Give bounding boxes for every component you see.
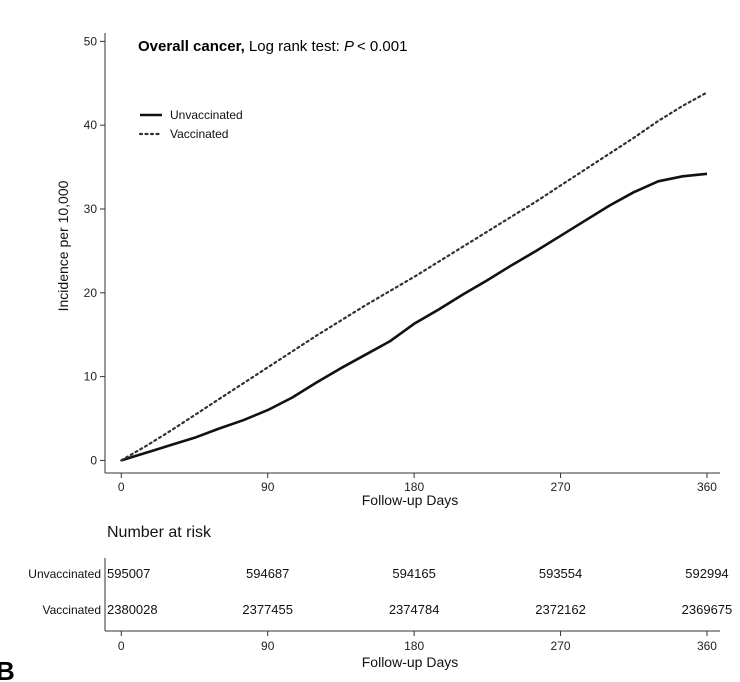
risk-x-tick-label: 180	[404, 639, 424, 653]
x-axis-title: Follow-up Days	[362, 492, 458, 508]
y-axis-title: Incidence per 10,000	[55, 180, 71, 311]
risk-table-heading: Number at risk	[107, 524, 212, 541]
risk-row-vaccinated: 2380028 2377455 2374784 2372162 2369675	[107, 602, 732, 617]
series-line-unvaccinated	[120, 172, 708, 462]
risk-x-tick-label: 0	[118, 639, 125, 653]
chart-title-rest: Log rank test:	[245, 38, 344, 55]
risk-cell: 593554	[539, 566, 582, 581]
risk-row-label-vaccinated: Vaccinated	[43, 603, 101, 617]
risk-row-unvaccinated: 595007 594687 594165 593554 592994	[107, 566, 729, 581]
risk-cell: 592994	[685, 566, 728, 581]
risk-cell: 2369675	[682, 602, 733, 617]
risk-x-tick-label: 90	[261, 639, 275, 653]
legend: Unvaccinated Vaccinated	[138, 108, 243, 141]
risk-cell: 2372162	[535, 602, 586, 617]
y-ticks: 0 10 20 30 40 50	[84, 34, 105, 467]
incidence-chart: 0 10 20 30 40 50 0 90 180 270 360 Overall cancer,…	[55, 33, 720, 508]
risk-cell: 594165	[392, 566, 435, 581]
risk-table-x-ticks: 0 90 180 270 360	[118, 631, 717, 653]
y-tick-label: 40	[84, 118, 98, 132]
risk-cell: 595007	[107, 566, 150, 581]
x-tick-label: 0	[118, 480, 125, 494]
panel-letter: B	[0, 656, 15, 682]
x-tick-label: 90	[261, 480, 275, 494]
risk-table-x-title: Follow-up Days	[362, 654, 458, 670]
risk-table: Number at risk Unvaccinated Vaccinated 5…	[28, 524, 732, 670]
x-tick-label: 270	[551, 480, 571, 494]
risk-row-label-unvaccinated: Unvaccinated	[28, 567, 101, 581]
legend-label-unvaccinated: Unvaccinated	[170, 108, 243, 122]
risk-cell: 2374784	[389, 602, 440, 617]
risk-cell: 2380028	[107, 602, 158, 617]
chart-title: Overall cancer, Log rank test: P < 0.001	[138, 38, 407, 55]
legend-label-vaccinated: Vaccinated	[170, 127, 228, 141]
x-ticks: 0 90 180 270 360	[118, 473, 717, 494]
risk-x-tick-label: 360	[697, 639, 717, 653]
chart-title-bold: Overall cancer,	[138, 38, 245, 55]
x-tick-label: 180	[404, 480, 424, 494]
risk-cell: 2377455	[242, 602, 293, 617]
chart-title-p-symbol: P	[344, 38, 354, 55]
risk-x-tick-label: 270	[551, 639, 571, 653]
series-line-vaccinated	[120, 91, 709, 462]
risk-cell: 594687	[246, 566, 289, 581]
chart-title-p-value: < 0.001	[357, 38, 407, 55]
y-tick-label: 50	[84, 34, 98, 48]
y-tick-label: 30	[84, 202, 98, 216]
series-lines	[120, 91, 709, 462]
y-tick-label: 10	[84, 370, 98, 384]
y-tick-label: 20	[84, 286, 98, 300]
x-tick-label: 360	[697, 480, 717, 494]
y-tick-label: 0	[90, 453, 97, 467]
